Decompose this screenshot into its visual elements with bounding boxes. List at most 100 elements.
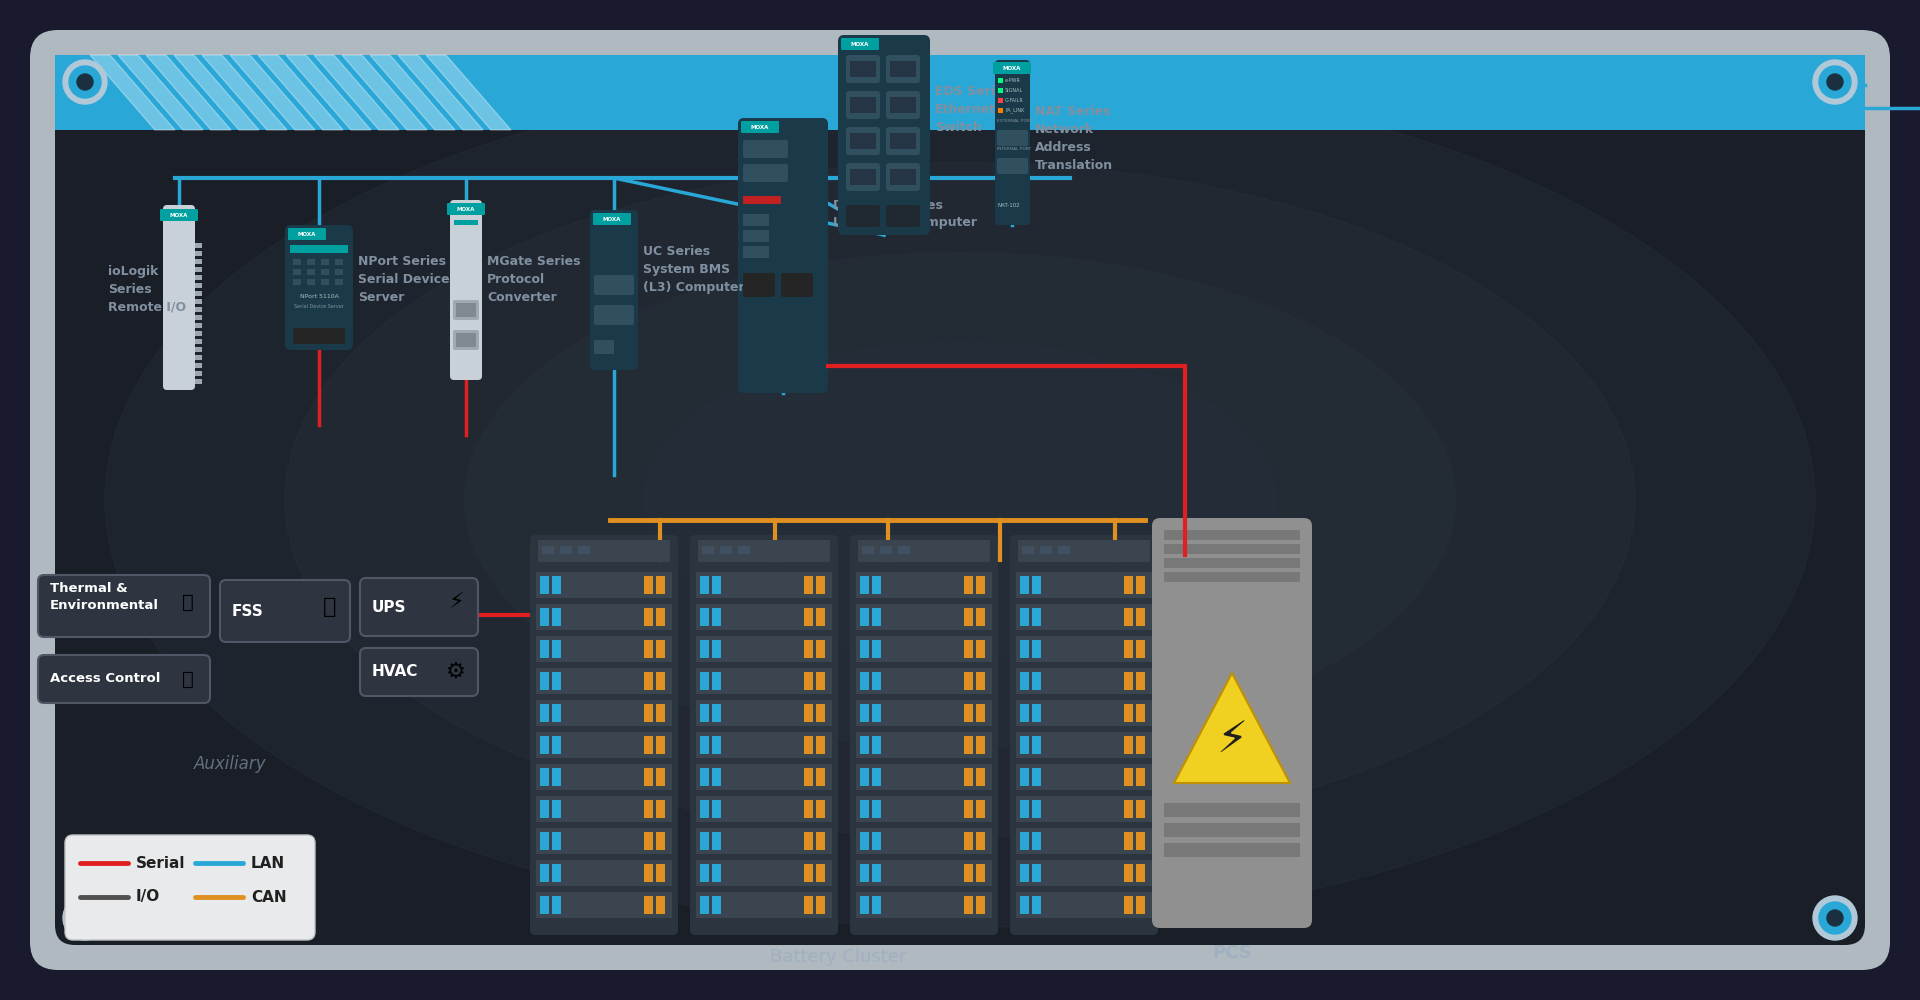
Bar <box>701 896 708 914</box>
Bar <box>1016 828 1152 854</box>
Bar <box>1033 640 1041 658</box>
Bar <box>851 169 876 185</box>
Text: NPort 5110A: NPort 5110A <box>300 294 338 300</box>
Bar <box>1164 558 1300 568</box>
Bar <box>1016 604 1152 630</box>
Text: MOXA: MOXA <box>1002 66 1021 71</box>
Circle shape <box>1818 66 1851 98</box>
Bar <box>1020 736 1029 754</box>
Bar <box>872 768 881 786</box>
FancyBboxPatch shape <box>65 835 315 940</box>
FancyBboxPatch shape <box>288 228 326 240</box>
Bar <box>540 576 549 594</box>
Bar <box>294 279 301 285</box>
Bar <box>657 576 664 594</box>
Bar <box>1033 832 1041 850</box>
Bar <box>1033 608 1041 626</box>
Bar <box>321 259 328 265</box>
Bar <box>975 864 985 882</box>
Bar <box>1016 892 1152 918</box>
Bar <box>804 864 812 882</box>
Bar <box>695 636 831 662</box>
Bar <box>1033 768 1041 786</box>
Text: NAT-102: NAT-102 <box>996 203 1020 208</box>
Bar <box>196 315 202 320</box>
FancyBboxPatch shape <box>31 30 1889 970</box>
Bar <box>196 299 202 304</box>
Bar <box>701 800 708 818</box>
Bar <box>872 896 881 914</box>
Bar <box>540 640 549 658</box>
Bar <box>536 764 672 790</box>
Bar <box>964 800 973 818</box>
Bar <box>816 768 826 786</box>
FancyBboxPatch shape <box>743 164 787 182</box>
FancyBboxPatch shape <box>741 121 780 133</box>
Bar <box>858 540 991 562</box>
Bar <box>701 640 708 658</box>
Text: MGate Series
Protocol
Converter: MGate Series Protocol Converter <box>488 255 580 304</box>
Bar <box>703 546 714 554</box>
Bar <box>657 736 664 754</box>
FancyBboxPatch shape <box>885 163 920 191</box>
FancyBboxPatch shape <box>851 535 998 935</box>
Bar <box>536 732 672 758</box>
FancyBboxPatch shape <box>447 203 486 215</box>
Bar <box>1137 800 1144 818</box>
Bar <box>712 832 722 850</box>
Bar <box>712 672 722 690</box>
Bar <box>643 800 653 818</box>
Bar <box>860 800 870 818</box>
Text: Access Control: Access Control <box>50 672 161 686</box>
Bar <box>975 736 985 754</box>
Circle shape <box>77 74 92 90</box>
Bar <box>712 736 722 754</box>
Bar <box>695 668 831 694</box>
Bar <box>294 269 301 275</box>
Bar <box>712 800 722 818</box>
Bar <box>1033 896 1041 914</box>
Bar <box>540 704 549 722</box>
Polygon shape <box>1173 673 1290 783</box>
Bar <box>804 672 812 690</box>
Bar <box>975 704 985 722</box>
Bar <box>737 546 751 554</box>
FancyBboxPatch shape <box>453 330 478 350</box>
Bar <box>695 860 831 886</box>
Bar <box>712 608 722 626</box>
Bar <box>1058 546 1069 554</box>
Text: Serial Device Server: Serial Device Server <box>294 304 344 310</box>
Bar <box>1137 672 1144 690</box>
Bar <box>1123 864 1133 882</box>
Bar <box>540 896 549 914</box>
Bar <box>553 800 561 818</box>
Bar <box>860 864 870 882</box>
Bar <box>998 78 1002 83</box>
Text: Battery Cluster: Battery Cluster <box>770 948 906 966</box>
Bar <box>196 355 202 360</box>
Polygon shape <box>202 55 286 130</box>
Bar <box>1137 768 1144 786</box>
Text: MOXA: MOXA <box>169 213 188 218</box>
Bar <box>1164 843 1300 857</box>
Text: e-PWR: e-PWR <box>1004 78 1021 83</box>
Bar <box>851 133 876 149</box>
FancyBboxPatch shape <box>294 328 346 344</box>
Bar <box>307 259 315 265</box>
Text: Thermal &
Environmental: Thermal & Environmental <box>50 582 159 612</box>
Polygon shape <box>257 55 344 130</box>
Bar <box>540 736 549 754</box>
Text: EXTERNAL PORT: EXTERNAL PORT <box>996 119 1033 123</box>
Bar <box>872 640 881 658</box>
Text: G-FAILR: G-FAILR <box>1004 98 1023 103</box>
Bar <box>1020 672 1029 690</box>
Bar <box>1137 704 1144 722</box>
Bar <box>321 279 328 285</box>
Bar <box>307 269 315 275</box>
Bar <box>856 828 993 854</box>
Bar <box>743 230 770 242</box>
Bar <box>998 108 1002 113</box>
Bar <box>804 640 812 658</box>
Bar <box>860 672 870 690</box>
Bar <box>1020 864 1029 882</box>
